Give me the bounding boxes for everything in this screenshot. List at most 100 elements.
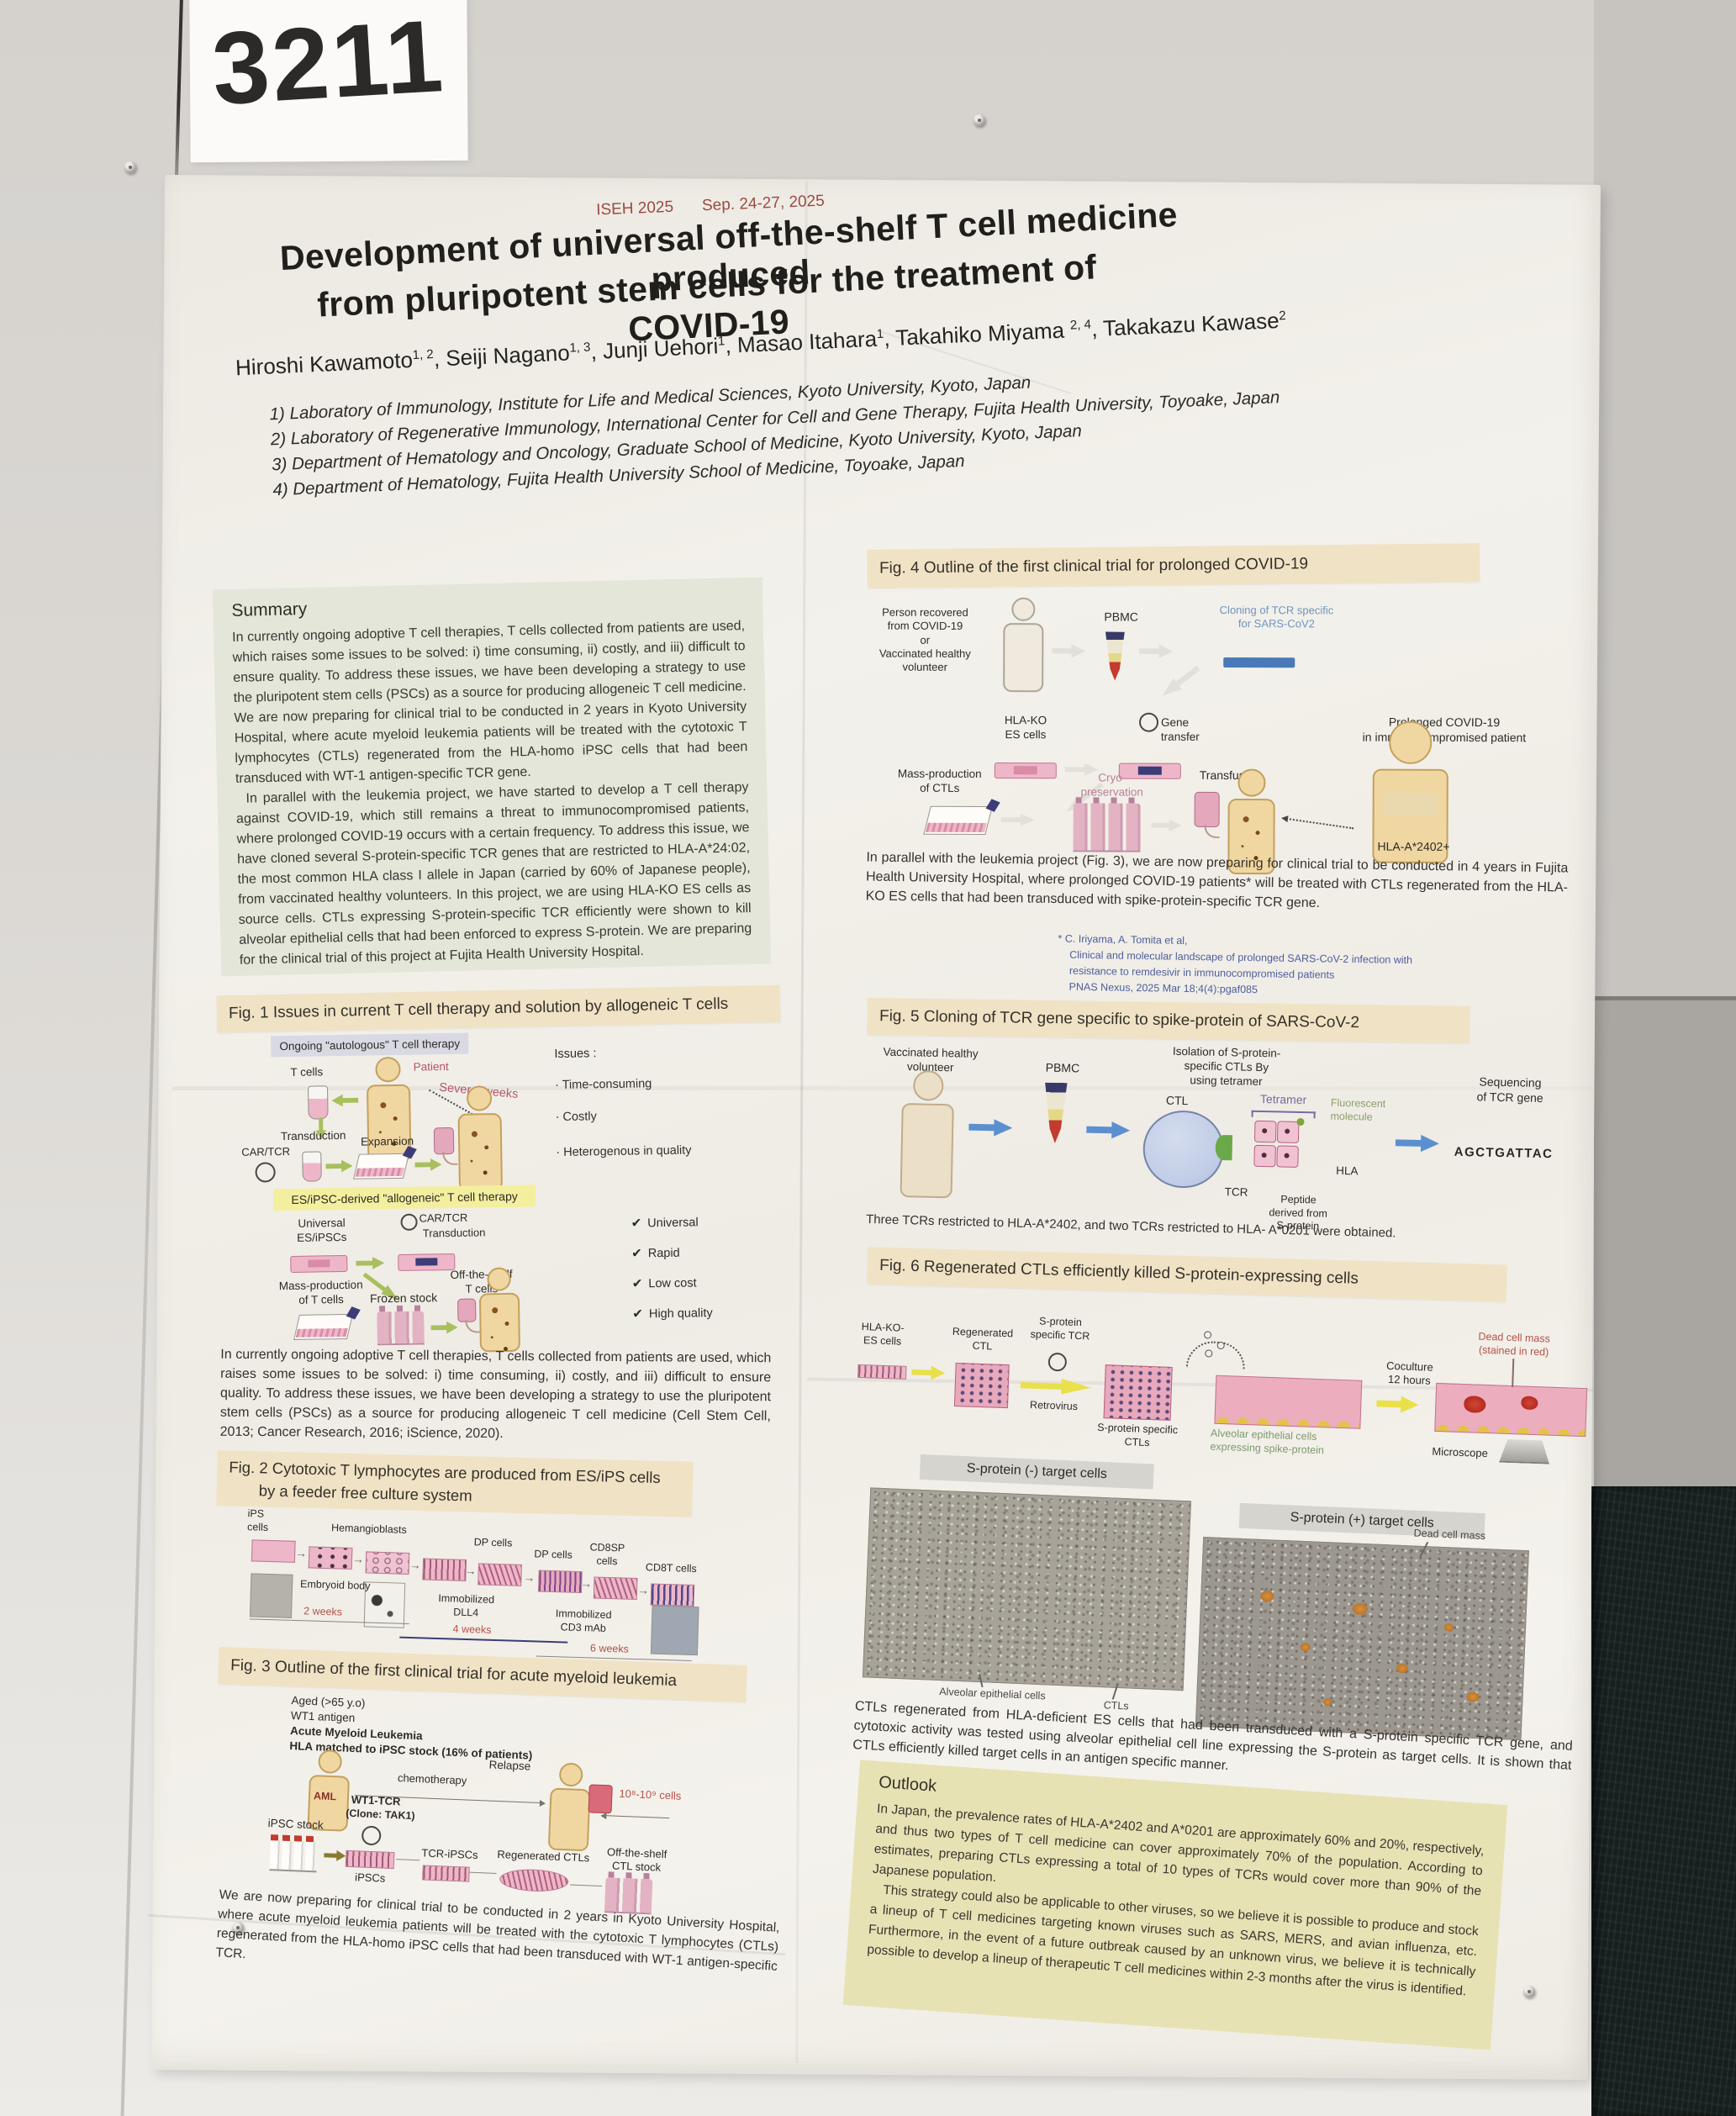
wall-panel-lower — [1594, 1000, 1736, 1492]
tcr-ipscs-label: TCR-iPSCs — [421, 1846, 478, 1862]
clone-label: (Clone: TAK1) — [346, 1807, 415, 1823]
alveolar-cells-label: Alveolar epithelial cells expressing spi… — [1210, 1427, 1325, 1456]
hla-ko-es-label: HLA-KO- ES cells — [861, 1321, 905, 1348]
arrow-right-icon — [1001, 813, 1035, 826]
mass-production-label: Mass-production of T cells — [278, 1278, 363, 1306]
iv-bag-icon — [1194, 791, 1220, 827]
patient-icon — [457, 1113, 504, 1191]
arrow-right-icon — [325, 1159, 352, 1174]
check-item: ✔ Universal — [631, 1216, 699, 1231]
isolation-label: Isolation of S-protein- specific CTLs By… — [1172, 1044, 1281, 1088]
patient-icon — [478, 1292, 521, 1353]
plasmid-icon — [255, 1162, 276, 1183]
push-pin — [1523, 1986, 1535, 1997]
arrow-right-icon — [1396, 1133, 1439, 1153]
cell-strip — [478, 1563, 522, 1586]
tcr-ipsc-strip — [422, 1865, 470, 1882]
arrow-right-icon — [968, 1118, 1012, 1137]
hla-type-label: HLA-A*2402+ — [1377, 839, 1450, 853]
stage-label: CD8SP cells — [589, 1541, 625, 1567]
cell-strip — [537, 1570, 583, 1594]
alveolar-cells-pointer-label: Alveolar epithelial cells — [938, 1686, 1046, 1702]
arrow-right-icon — [324, 1850, 346, 1862]
tube-icon — [302, 1151, 322, 1182]
dashed-arrow-icon — [1283, 817, 1354, 830]
cryopreservation-label: Cryo- preservation — [1080, 771, 1143, 799]
es-cell-strip — [857, 1364, 907, 1380]
autologous-therapy-label: Ongoing "autologous" T cell therapy — [271, 1032, 469, 1058]
fig1-paragraph: In currently ongoing adoptive T cell the… — [219, 1347, 772, 1442]
cell-count-label: 10⁸-10⁹ cells — [619, 1786, 682, 1802]
poster-number: 3211 — [208, 0, 448, 127]
stage-label: CD8T cells — [645, 1561, 698, 1575]
arrow-diagonal-icon — [1158, 662, 1203, 701]
author: , Junji Uehori1 — [589, 333, 726, 365]
plasmid-icon — [1047, 1352, 1068, 1372]
tcr-label: TCR — [1224, 1185, 1248, 1199]
frozen-stock-label: Frozen stock — [369, 1290, 438, 1306]
relapse-patient-icon — [547, 1787, 591, 1852]
issue-item: · Time-consuming — [554, 1077, 652, 1093]
duration-label: 2 weeks — [303, 1605, 343, 1618]
patient-label: Patient — [413, 1060, 449, 1074]
hla-label: HLA — [1336, 1164, 1359, 1178]
transduction-label: Transduction — [422, 1226, 486, 1240]
arrow-right-icon — [356, 1256, 384, 1270]
flask-icon — [923, 805, 993, 836]
tcr-wedge-icon — [1215, 1134, 1233, 1161]
transduction-label: Transduction — [280, 1128, 346, 1143]
microscope-label: Microscope — [1432, 1444, 1489, 1460]
arrow-right-icon: → — [636, 1583, 650, 1597]
prolonged-covid-label: Prolonged COVID-19 in immunocompromised … — [1362, 715, 1527, 744]
cell-strip — [251, 1539, 296, 1563]
fig4-header: Fig. 4 Outline of the first clinical tri… — [867, 543, 1480, 588]
coculture-label: Coculture 12 hours — [1385, 1359, 1433, 1387]
micrograph-thumbnail — [249, 1573, 293, 1618]
check-icon: ✔ — [631, 1216, 642, 1231]
micrograph-negative — [862, 1487, 1192, 1691]
arrow-right-icon: → — [351, 1551, 365, 1566]
push-pin — [232, 1922, 244, 1934]
relapse-label: Relapse — [488, 1758, 531, 1773]
pointer-line — [1512, 1359, 1514, 1388]
ctl-label: CTL — [1165, 1093, 1189, 1108]
issues-title: Issues : — [554, 1047, 597, 1062]
flask-icon — [293, 1313, 354, 1340]
summary-paragraph-1: In currently ongoing adoptive T cell the… — [231, 619, 748, 786]
dna-sequence: AGCTGATTAC — [1454, 1144, 1554, 1162]
regenerated-ctls-label: Regenerated CTLs — [497, 1847, 590, 1865]
cell-strip — [422, 1558, 467, 1581]
iv-bag-icon — [433, 1127, 455, 1155]
culture-dish-icon — [290, 1254, 348, 1273]
tetramer-label: Tetramer — [1259, 1091, 1307, 1107]
mass-production-label: Mass-production of CTLs — [897, 767, 982, 794]
microscope-icon — [1499, 1439, 1550, 1464]
pbmc-label: PBMC — [1045, 1060, 1080, 1075]
conference-dates: Sep. 24-27, 2025 — [701, 192, 826, 215]
transfer-arc-icon — [1185, 1340, 1246, 1369]
arrow-right-icon — [1376, 1394, 1419, 1414]
summary-section: Summary In currently ongoing adoptive T … — [212, 577, 772, 977]
gene-transfer-label: Gene transfer — [1160, 715, 1200, 743]
fig6-diagram: HLA-KO- ES cells Regenerated CTL S-prote… — [853, 1289, 1590, 1482]
arrow-right-icon — [1086, 1121, 1130, 1140]
donor-label: Person recovered from COVID-19 or Vaccin… — [879, 605, 971, 673]
fig3-diagram: Aged (>65 y.o) WT1 antigen Acute Myeloid… — [216, 1687, 780, 1915]
fluorescent-label: Fluorescent molecule — [1330, 1096, 1386, 1123]
check-item: ✔ Low cost — [631, 1276, 697, 1291]
micrograph-thumbnail — [650, 1605, 699, 1656]
ctl-box-icon — [1103, 1364, 1173, 1421]
outlook-section: Outlook In Japan, the prevalence rates o… — [842, 1760, 1508, 2050]
cell-strip — [593, 1576, 638, 1601]
pbmc-tube-icon — [1042, 1083, 1069, 1144]
micrograph-positive — [1195, 1537, 1529, 1741]
arrow-right-icon: → — [580, 1576, 593, 1591]
wt1-tcr-label: WT1-TCR — [351, 1792, 401, 1808]
ctl-box-icon — [953, 1362, 1010, 1409]
plasmid-icon — [1138, 712, 1159, 732]
check-item: ✔ High quality — [632, 1306, 713, 1322]
embryoid-body-label: Embryoid body — [299, 1578, 371, 1592]
dead-cell-blob-icon — [1521, 1396, 1538, 1411]
summary-heading: Summary — [231, 599, 308, 620]
